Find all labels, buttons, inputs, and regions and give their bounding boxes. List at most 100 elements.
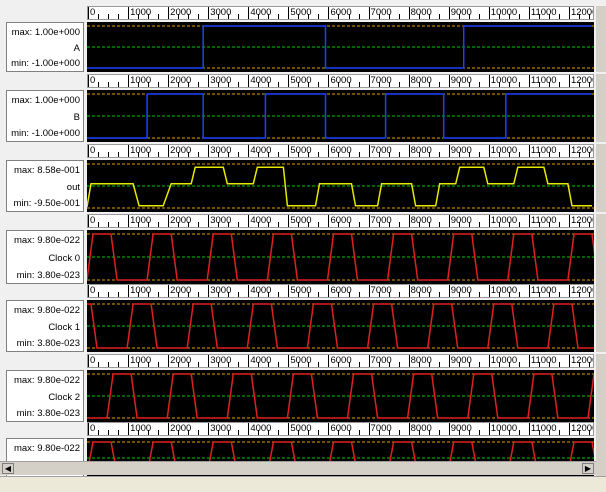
waveform-svg — [87, 163, 594, 209]
ruler-tick — [128, 215, 130, 227]
ruler-tick — [418, 152, 420, 157]
ruler-tick — [188, 222, 190, 227]
signal-name: A — [73, 42, 80, 54]
vertical-scroll-strip[interactable] — [596, 284, 606, 352]
ruler-tick-label: 1000 — [130, 215, 152, 226]
waveform-plot[interactable] — [87, 230, 594, 284]
ruler-tick — [168, 7, 170, 19]
vertical-scroll-strip[interactable] — [596, 354, 606, 422]
ruler-tick-label: 2000 — [170, 7, 192, 18]
ruler-tick — [338, 430, 340, 435]
ruler-tick — [398, 152, 400, 157]
waveform-svg — [87, 93, 594, 139]
ruler-tick — [498, 152, 500, 157]
ruler-tick-label: 6000 — [330, 215, 352, 226]
ruler-tick — [568, 355, 570, 367]
ruler-tick — [438, 430, 440, 435]
ruler-tick — [378, 82, 380, 87]
ruler-tick — [358, 222, 360, 227]
ruler-tick-label: 0 — [90, 75, 96, 86]
waveform-plot[interactable] — [87, 22, 594, 72]
ruler-tick — [498, 362, 500, 367]
scroll-right-arrow-icon[interactable]: ▶ — [582, 463, 594, 474]
ruler-tick — [98, 82, 100, 87]
vertical-scroll-strip[interactable] — [596, 74, 606, 142]
horizontal-scrollbar[interactable]: ◀ ▶ — [0, 461, 596, 475]
ruler-tick — [488, 215, 490, 227]
ruler-tick — [228, 430, 230, 435]
waveform-svg — [87, 303, 594, 349]
ruler-tick — [478, 152, 480, 157]
ruler-tick — [348, 430, 350, 435]
time-ruler: 0 1000 2000 3000 4000 5000 6000 7000 8000 9000 100… — [87, 144, 594, 158]
ruler-tick — [398, 222, 400, 227]
ruler-tick — [358, 362, 360, 367]
ruler-tick — [218, 14, 220, 19]
ruler-tick — [458, 362, 460, 367]
ruler-tick-label: 7000 — [370, 355, 392, 366]
ruler-tick — [178, 222, 180, 227]
ruler-tick-label: 3000 — [210, 145, 232, 156]
ruler-tick — [358, 292, 360, 297]
ruler-tick — [318, 152, 320, 157]
ruler-tick — [308, 222, 310, 227]
ruler-tick — [388, 152, 390, 157]
ruler-tick-label: 6000 — [330, 7, 352, 18]
ruler-tick — [218, 292, 220, 297]
ruler-tick — [578, 152, 580, 157]
ruler-tick — [158, 152, 160, 157]
signal-name: Clock 1 — [48, 321, 80, 333]
ruler-tick — [188, 430, 190, 435]
ruler-tick-label: 3000 — [210, 355, 232, 366]
time-ruler: 0 1000 2000 3000 4000 5000 6000 7000 8000 9000 100… — [87, 6, 594, 20]
ruler-tick — [448, 285, 450, 297]
vertical-scroll-strip[interactable] — [596, 6, 606, 72]
ruler-tick — [458, 430, 460, 435]
ruler-tick — [188, 82, 190, 87]
ruler-tick — [198, 82, 200, 87]
ruler-tick — [198, 152, 200, 157]
waveform-plot[interactable] — [87, 90, 594, 142]
ruler-tick — [148, 362, 150, 367]
ruler-tick — [518, 292, 520, 297]
ruler-tick-label: 10000 — [490, 145, 518, 156]
ruler-tick — [148, 292, 150, 297]
vertical-scroll-strip[interactable] — [596, 422, 606, 478]
ruler-tick-label: 7000 — [370, 75, 392, 86]
signal-trace — [87, 303, 594, 349]
ruler-tick — [428, 362, 430, 367]
ruler-tick — [258, 362, 260, 367]
ruler-tick — [128, 355, 130, 367]
ruler-tick — [568, 145, 570, 157]
waveform-plot[interactable] — [87, 370, 594, 422]
ruler-tick — [248, 7, 250, 19]
ruler-tick — [208, 215, 210, 227]
waveform-plot[interactable] — [87, 160, 594, 212]
ruler-tick — [138, 152, 140, 157]
ruler-tick — [388, 14, 390, 19]
ruler-tick — [578, 430, 580, 435]
ruler-tick — [538, 222, 540, 227]
ruler-tick-label: 1000 — [130, 285, 152, 296]
ruler-tick — [138, 292, 140, 297]
ruler-tick — [98, 222, 100, 227]
ruler-tick-label: 7000 — [370, 423, 392, 434]
ruler-tick — [238, 222, 240, 227]
ruler-tick — [458, 82, 460, 87]
ruler-tick — [298, 430, 300, 435]
ruler-tick-label: 9000 — [450, 145, 472, 156]
vertical-scroll-strip[interactable] — [596, 214, 606, 284]
vertical-scroll-strip[interactable] — [596, 144, 606, 212]
ruler-tick-label: 9000 — [450, 285, 472, 296]
ruler-tick — [198, 430, 200, 435]
ruler-tick — [328, 423, 330, 435]
ruler-tick — [188, 362, 190, 367]
ruler-tick — [198, 362, 200, 367]
ruler-tick-label: 1000 — [130, 145, 152, 156]
scroll-left-arrow-icon[interactable]: ◀ — [2, 463, 14, 474]
waveform-plot[interactable] — [87, 300, 594, 352]
ruler-tick — [398, 14, 400, 19]
ruler-tick — [518, 152, 520, 157]
ruler-tick — [168, 75, 170, 87]
ruler-tick — [278, 222, 280, 227]
